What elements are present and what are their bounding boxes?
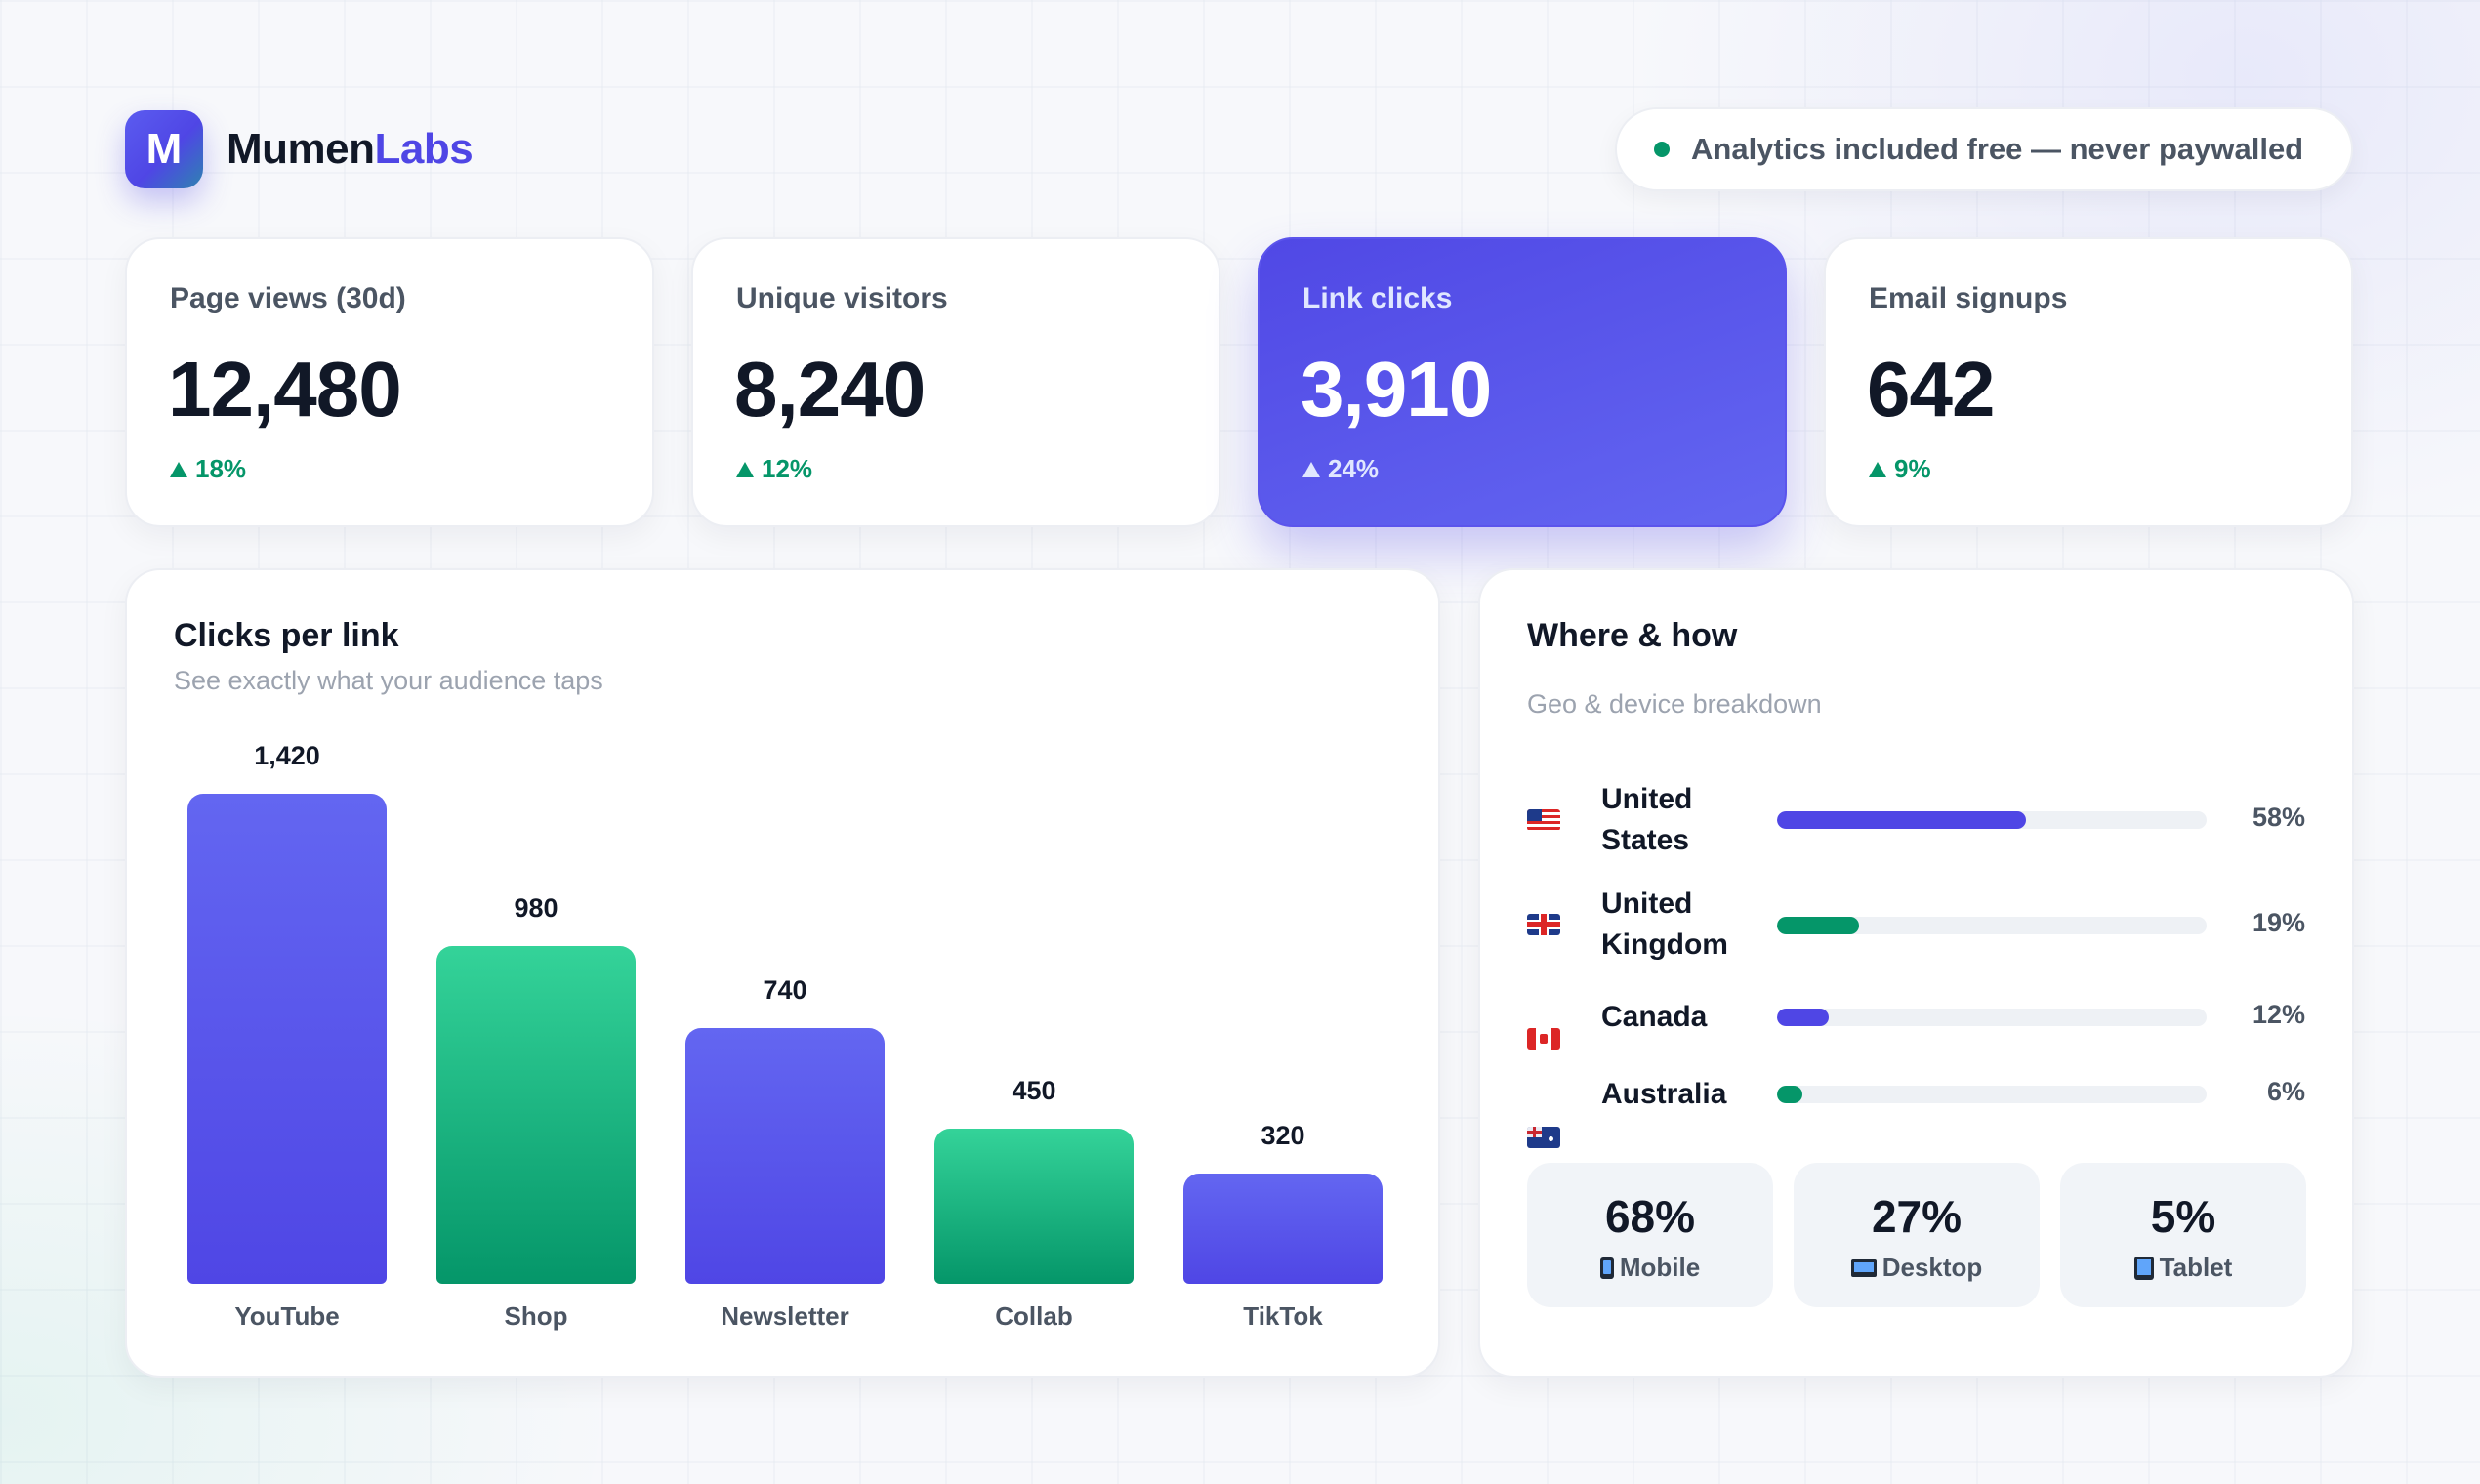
analytics-badge-text: Analytics included free — never paywalle… xyxy=(1691,132,2304,166)
stat-card-link-clicks: Link clicks 3,910 24% xyxy=(1258,237,1787,527)
panel-subtitle: See exactly what your audience taps xyxy=(174,666,603,695)
logo-letter: M xyxy=(145,125,183,173)
country-percent: 6% xyxy=(2266,1077,2305,1106)
country-bar-track xyxy=(1777,1086,2207,1103)
country-bar-track xyxy=(1777,917,2207,934)
bar-youtube xyxy=(187,794,387,1284)
bar-category-label: Newsletter xyxy=(721,1301,849,1331)
country-percent: 19% xyxy=(2252,908,2305,937)
device-percent: 5% xyxy=(2150,1191,2216,1242)
stat-change-value: 9% xyxy=(1894,454,1931,483)
trend-up-icon xyxy=(170,461,187,477)
stat-change: 12% xyxy=(736,454,812,484)
geo-device-panel: Where & how Geo & device breakdown Unite… xyxy=(1478,568,2354,1378)
ca-flag-icon xyxy=(1527,1028,1560,1050)
laptop-icon xyxy=(1850,1258,1877,1277)
device-label: Tablet xyxy=(2159,1253,2233,1282)
stat-value: 642 xyxy=(1867,346,1995,433)
country-name: Canada xyxy=(1601,1001,1708,1033)
panel-subtitle: Geo & device breakdown xyxy=(1527,689,1822,719)
stat-change: 24% xyxy=(1302,454,1379,484)
status-dot-icon xyxy=(1654,142,1670,157)
device-percent: 27% xyxy=(1871,1191,1963,1242)
country-percent: 12% xyxy=(2252,1000,2305,1029)
bar-tiktok xyxy=(1183,1174,1383,1284)
country-name: United Kingdom xyxy=(1601,887,1728,961)
stat-change-value: 12% xyxy=(762,454,813,483)
au-flag-icon xyxy=(1527,1127,1560,1148)
bar-value-label: 980 xyxy=(514,893,558,923)
logo-mark: M xyxy=(125,110,203,188)
country-bar-fill xyxy=(1777,1086,1803,1103)
device-label: Desktop xyxy=(1881,1253,1983,1282)
country-bar-fill xyxy=(1777,917,1859,934)
bar-value-label: 320 xyxy=(1261,1121,1305,1150)
brand-name-part2: Labs xyxy=(374,125,474,173)
device-tile-mobile: 68% Mobile xyxy=(1527,1163,1773,1307)
uk-flag-icon xyxy=(1527,914,1560,935)
mobile-phone-icon xyxy=(1599,1257,1614,1279)
bar-collab xyxy=(934,1129,1134,1284)
trend-up-icon xyxy=(1302,461,1320,477)
country-bar-track xyxy=(1777,811,2207,829)
bar-category-label: Collab xyxy=(995,1301,1073,1331)
stat-label: Email signups xyxy=(1869,282,2068,314)
panel-title: Clicks per link xyxy=(174,617,399,654)
device-label-row: Tablet xyxy=(2060,1253,2306,1283)
country-bar-fill xyxy=(1777,811,2027,829)
bar-category-label: TikTok xyxy=(1243,1301,1323,1331)
analytics-badge: Analytics included free — never paywalle… xyxy=(1615,107,2353,191)
bar-category-label: YouTube xyxy=(234,1301,340,1331)
device-label: Mobile xyxy=(1619,1253,1701,1282)
stat-card-page-views: Page views (30d) 12,480 18% xyxy=(125,237,654,527)
us-flag-icon xyxy=(1527,809,1560,831)
stat-value: 12,480 xyxy=(168,346,402,433)
country-bar-fill xyxy=(1777,1009,1829,1026)
bar-shop xyxy=(436,946,636,1284)
device-label-row: Mobile xyxy=(1527,1253,1773,1283)
stat-label: Page views (30d) xyxy=(170,282,406,314)
country-bar-track xyxy=(1777,1009,2207,1026)
stat-label: Link clicks xyxy=(1302,282,1453,314)
bar-category-label: Shop xyxy=(504,1301,568,1331)
clicks-per-link-panel: Clicks per link See exactly what your au… xyxy=(125,568,1440,1378)
stat-change: 18% xyxy=(170,454,246,484)
stat-value: 8,240 xyxy=(734,346,926,433)
device-label-row: Desktop xyxy=(1794,1253,2040,1283)
country-percent: 58% xyxy=(2252,803,2305,832)
stat-label: Unique visitors xyxy=(736,282,948,314)
stat-change: 9% xyxy=(1869,454,1931,484)
device-percent: 68% xyxy=(1604,1191,1696,1242)
stat-card-unique-visitors: Unique visitors 8,240 12% xyxy=(691,237,1220,527)
device-tile-tablet: 5% Tablet xyxy=(2060,1163,2306,1307)
brand-name-part1: Mumen xyxy=(227,125,375,173)
stat-change-value: 24% xyxy=(1328,454,1380,483)
clicks-bar-chart: 1,420 YouTube 980 Shop 740 Newsletter 450 Colla… xyxy=(127,570,1438,1376)
stat-value: 3,910 xyxy=(1301,346,1492,433)
bar-newsletter xyxy=(685,1028,885,1284)
bar-value-label: 740 xyxy=(763,975,807,1005)
stat-change-value: 18% xyxy=(195,454,247,483)
device-tile-desktop: 27% Desktop xyxy=(1794,1163,2040,1307)
bar-value-label: 450 xyxy=(1012,1076,1056,1105)
country-name: United States xyxy=(1601,783,1693,856)
stat-card-email-signups: Email signups 642 9% xyxy=(1824,237,2353,527)
trend-up-icon xyxy=(736,461,754,477)
panel-title: Where & how xyxy=(1527,617,1738,654)
brand-name: MumenLabs xyxy=(227,123,474,176)
country-name: Australia xyxy=(1601,1078,1727,1110)
tablet-icon xyxy=(2133,1256,2154,1280)
trend-up-icon xyxy=(1869,461,1886,477)
bar-value-label: 1,420 xyxy=(254,741,320,770)
